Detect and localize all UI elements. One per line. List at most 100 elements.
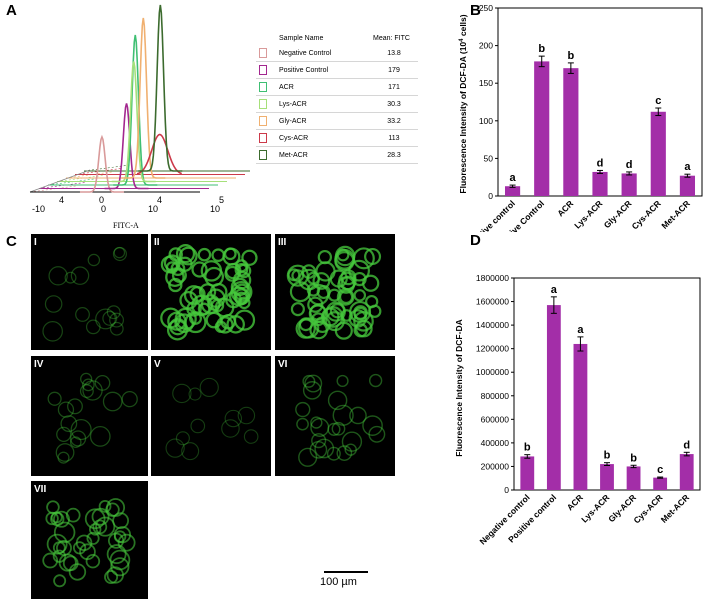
cell-outline [308,304,328,323]
flow-peak [121,17,166,179]
cell-outline [113,530,127,543]
cell-outline [64,271,77,284]
cell-outline [191,261,208,278]
x-tick-label: ACR [555,198,575,218]
micrograph-vi: VI [275,356,395,476]
significance-letter: d [626,159,633,171]
cell-outline [45,511,59,526]
y-tick-label: 1600000 [476,297,509,307]
cell-outline [234,291,249,306]
legend-swatch [259,116,267,126]
cell-outline [42,320,63,342]
bar [679,454,694,490]
cell-outline [89,523,102,536]
significance-letter: a [510,172,517,184]
cell-outline [65,507,81,523]
cell-outline [199,377,219,398]
y-axis-label: Fluorescence Intensity of DCF-DA (104 ce… [458,14,468,193]
x-tick-label: Cys-ACR [630,198,663,231]
cell-outline [286,264,309,287]
cell-outline [53,510,70,528]
y-tick-label: 1800000 [476,273,509,283]
legend-row: ACR 171 [256,78,418,96]
cell-outline [190,418,206,434]
legend-mean: 28.3 [370,146,418,164]
legend-sample-name: Lys-ACR [276,95,370,113]
cell-outline [304,374,323,393]
cell-outline [314,438,335,459]
flow-depth-axis [29,169,91,193]
cell-outline [307,296,324,313]
significance-letter: b [630,452,637,464]
x-tick-label: Positive control [506,492,558,544]
y-axis-label: Fluorescence Intensity of DCF-DA [454,319,464,456]
cell-outline [106,544,127,565]
cell-outline [47,391,62,406]
legend-mean: 113 [370,129,418,147]
bar [600,464,614,490]
bar [621,173,637,196]
cell-outline [69,436,82,448]
cell-outline [178,246,198,266]
legend-sample-name: Negative Control [276,45,370,62]
cell-outline [75,307,90,322]
micrograph-label: VII [34,484,47,495]
cell-stain [160,244,258,341]
cell-outline [183,285,204,306]
cell-outline [106,305,121,320]
legend-sample-name: Positive Control [276,61,370,79]
cell-outline [177,256,193,272]
cell-outline [298,447,318,467]
legend-mean: 33.2 [370,112,418,130]
cell-outline [60,415,78,433]
cell-outline [326,446,341,461]
cell-outline [296,417,309,431]
cell-outline [188,311,203,325]
y-axis-label-end: cells) [458,14,468,38]
cell-outline [70,430,87,447]
cell-outline [80,372,93,386]
cell-outline [53,521,76,544]
flow-back-tick: 5 [219,195,224,205]
legend-row: Cys-ACR 113 [256,129,418,147]
y-tick-label: 1200000 [476,344,509,354]
legend-swatch [259,150,267,160]
legend-swatch [259,48,267,58]
cell-outline [113,246,126,259]
flow-front-tick: 0 [101,204,106,214]
significance-letter: b [524,442,531,454]
x-tick-label: Gly-ACR [602,198,634,230]
micrograph-label: III [278,237,287,248]
panel-label-b: B [470,2,481,19]
cell-outline [188,387,202,401]
significance-letter: b [538,43,545,55]
cell-outline [368,373,383,388]
flow-peak [136,133,183,175]
significance-letter: c [655,95,661,107]
cell-outline [352,271,367,287]
cell-outline [52,549,67,563]
cell-outline [362,415,383,436]
significance-letter: c [657,464,663,476]
cell-outline [353,289,367,302]
cell-outline [312,272,331,290]
cell-outline [105,502,120,517]
cell-outline [186,301,202,317]
bar [520,456,535,490]
y-tick-label: 1000000 [476,367,509,377]
cell-outline [84,508,106,530]
x-tick-label: Lys-ACR [579,492,611,524]
cell-outline [117,533,136,552]
cell-outline [104,570,119,585]
cell-outline [295,318,316,339]
cell-outline [334,321,353,340]
y-tick-label: 0 [504,485,509,495]
legend-swatch [259,82,267,92]
cell-stain [165,377,259,461]
micrograph-ii: II [151,234,271,350]
flow-depth-tick: 0 [99,195,104,205]
flow-peak [111,61,156,183]
y-axis-label-sup: 4 [459,38,465,42]
cell-outline [349,406,367,425]
y-tick-label: 800000 [481,391,510,401]
